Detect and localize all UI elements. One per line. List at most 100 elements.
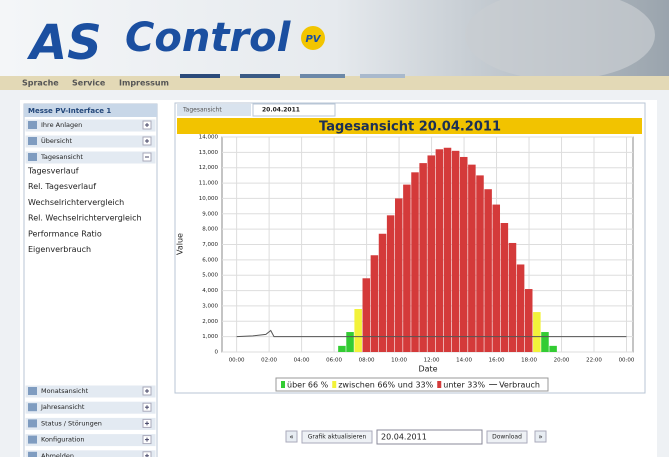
sidebar-icon bbox=[28, 387, 37, 395]
sidebar-item-label[interactable]: Ihre Anlagen bbox=[41, 121, 82, 129]
bar bbox=[492, 205, 500, 352]
logo-pv: PV bbox=[305, 34, 321, 45]
nav-deco bbox=[300, 74, 345, 78]
x-tick-label: 14:00 bbox=[456, 358, 472, 364]
x-tick-label: 00:00 bbox=[229, 358, 245, 364]
y-tick-label: 14,000 bbox=[199, 135, 219, 141]
nav-deco bbox=[360, 74, 405, 78]
sidebar-link[interactable]: Rel. Wechselrichtervergleich bbox=[28, 214, 142, 223]
legend-label: über 66 % bbox=[287, 381, 329, 390]
bar bbox=[387, 215, 395, 352]
bar bbox=[363, 278, 371, 352]
sidebar-icon bbox=[28, 137, 37, 145]
bar bbox=[509, 243, 517, 352]
bar bbox=[346, 332, 354, 352]
bar bbox=[338, 346, 346, 352]
x-tick-label: 00:00 bbox=[619, 358, 635, 364]
bar bbox=[460, 157, 468, 352]
y-tick-label: 4,000 bbox=[202, 288, 218, 294]
x-tick-label: 16:00 bbox=[489, 358, 505, 364]
sidebar-link[interactable]: Performance Ratio bbox=[28, 229, 102, 238]
bar bbox=[501, 223, 509, 352]
bar bbox=[436, 149, 444, 352]
y-tick-label: 12,000 bbox=[199, 165, 219, 171]
download-label[interactable]: Download bbox=[492, 434, 522, 441]
legend-swatch bbox=[281, 381, 285, 388]
page: AS Control PV Sprache Service Impressum … bbox=[0, 0, 669, 457]
bar bbox=[525, 289, 533, 352]
y-tick-label: 8,000 bbox=[202, 227, 218, 233]
nav-link[interactable]: Sprache bbox=[22, 79, 59, 88]
sidebar-title: Messe PV-Interface 1 bbox=[28, 107, 111, 115]
bar bbox=[371, 255, 379, 352]
y-tick-label: 2,000 bbox=[202, 319, 218, 325]
sidebar-item-label[interactable]: Abmelden bbox=[41, 452, 74, 457]
bar bbox=[452, 151, 460, 352]
sidebar-icon bbox=[28, 153, 37, 161]
sidebar-item-label[interactable]: Konfiguration bbox=[41, 436, 84, 444]
y-tick-label: 6,000 bbox=[202, 257, 218, 263]
y-tick-label: 5,000 bbox=[202, 273, 218, 279]
legend-label: zwischen 66% und 33% bbox=[338, 381, 433, 390]
x-tick-label: 08:00 bbox=[359, 358, 375, 364]
bar bbox=[468, 165, 476, 352]
x-tick-label: 22:00 bbox=[586, 358, 602, 364]
nav-link[interactable]: Service bbox=[72, 79, 106, 88]
legend-swatch bbox=[332, 381, 336, 388]
bar bbox=[395, 198, 403, 352]
y-tick-label: 11,000 bbox=[199, 181, 219, 187]
sidebar-item-label[interactable]: Jahresansicht bbox=[40, 403, 85, 411]
next-label[interactable]: » bbox=[538, 433, 542, 441]
y-tick-label: 13,000 bbox=[199, 150, 219, 156]
sidebar-icon bbox=[28, 436, 37, 444]
x-tick-label: 12:00 bbox=[424, 358, 440, 364]
bar bbox=[411, 172, 419, 352]
bar bbox=[444, 148, 452, 352]
legend-entries: über 66 %zwischen 66% und 33%unter 33%Ve… bbox=[281, 381, 540, 390]
logo-control: Control bbox=[125, 15, 292, 61]
sidebar-link[interactable]: Eigenverbrauch bbox=[28, 245, 91, 254]
sidebar-item-label[interactable]: Status / Störungen bbox=[41, 419, 102, 427]
bar bbox=[541, 332, 549, 352]
x-tick-label: 20:00 bbox=[554, 358, 570, 364]
tab-label[interactable]: 20.04.2011 bbox=[262, 107, 300, 114]
sidebar-item-label[interactable]: Monatsansicht bbox=[41, 387, 89, 395]
nav-link[interactable]: Impressum bbox=[119, 79, 169, 88]
legend-label: unter 33% bbox=[443, 381, 485, 390]
y-axis-label: Value bbox=[176, 233, 185, 255]
plot: 01,0002,0003,0004,0005,0006,0007,0008,00… bbox=[199, 135, 635, 364]
bar bbox=[354, 309, 362, 352]
sidebar-link[interactable]: Wechselrichtervergleich bbox=[28, 198, 124, 207]
logo-as: AS bbox=[26, 15, 102, 71]
nav-deco bbox=[180, 74, 220, 78]
y-tick-label: 1,000 bbox=[202, 334, 218, 340]
sidebar-link[interactable]: Rel. Tagesverlauf bbox=[28, 182, 96, 191]
y-tick-label: 7,000 bbox=[202, 242, 218, 248]
y-tick-label: 9,000 bbox=[202, 211, 218, 217]
prev-label[interactable]: « bbox=[289, 433, 293, 441]
sidebar-item-label[interactable]: Übersicht bbox=[41, 136, 72, 145]
bar bbox=[428, 155, 436, 352]
x-tick-label: 18:00 bbox=[521, 358, 537, 364]
legend-swatch bbox=[437, 381, 441, 388]
bar bbox=[379, 234, 387, 352]
x-tick-label: 02:00 bbox=[261, 358, 277, 364]
bar bbox=[517, 264, 525, 352]
x-axis-label: Date bbox=[418, 365, 437, 374]
sidebar-icon bbox=[28, 403, 37, 411]
y-tick-label: 10,000 bbox=[199, 196, 219, 202]
tab-label[interactable]: Tagesansicht bbox=[182, 107, 222, 114]
refresh-label[interactable]: Grafik aktualisieren bbox=[308, 434, 367, 441]
y-tick-label: 0 bbox=[215, 350, 219, 356]
bar bbox=[476, 175, 484, 352]
sidebar-link[interactable]: Tagesverlauf bbox=[27, 167, 79, 176]
x-tick-label: 06:00 bbox=[326, 358, 342, 364]
sidebar-item-label[interactable]: Tagesansicht bbox=[40, 153, 83, 161]
bar bbox=[549, 346, 557, 352]
date-value[interactable]: 20.04.2011 bbox=[381, 433, 427, 442]
chart-title: Tagesansicht 20.04.2011 bbox=[319, 120, 501, 135]
sidebar-icon bbox=[28, 419, 37, 427]
bar bbox=[484, 189, 492, 352]
nav-deco bbox=[240, 74, 280, 78]
bar bbox=[403, 185, 411, 352]
